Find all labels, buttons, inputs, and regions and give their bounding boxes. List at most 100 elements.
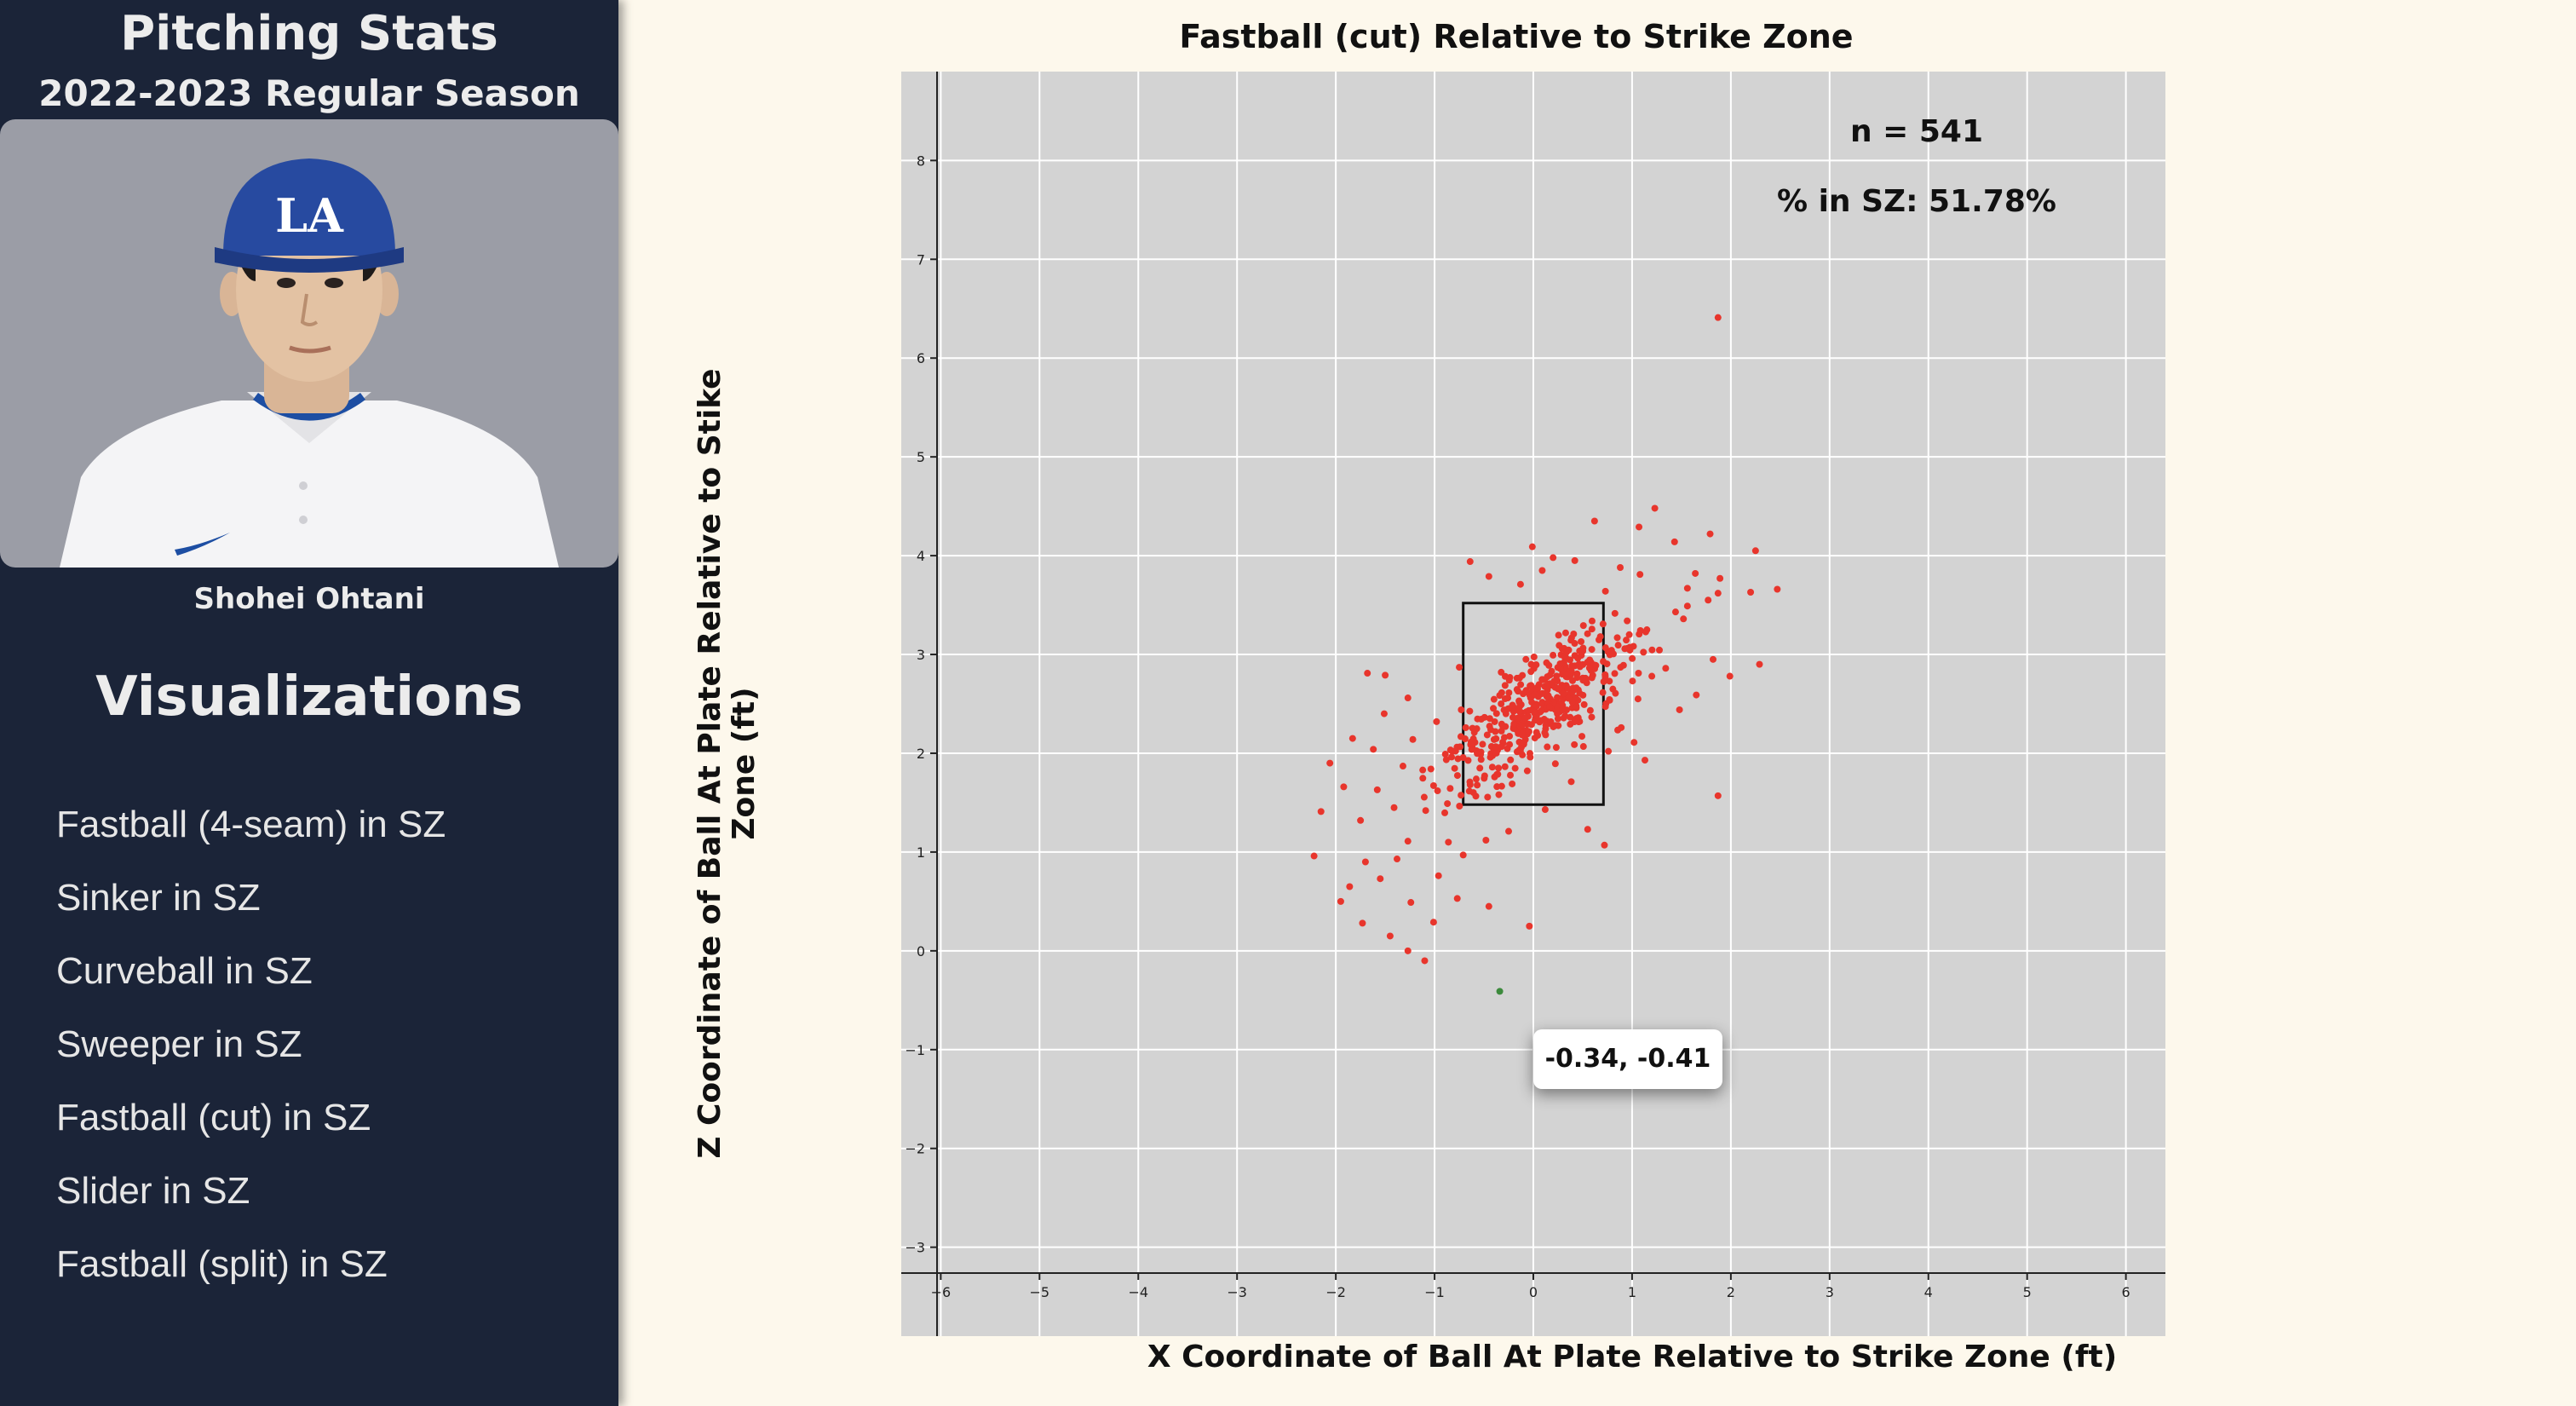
pitch-point[interactable]: [1399, 763, 1406, 770]
pitch-point[interactable]: [1559, 706, 1567, 714]
pitch-point[interactable]: [1442, 756, 1450, 764]
pitch-point[interactable]: [1511, 764, 1519, 772]
pitch-point[interactable]: [1636, 571, 1644, 579]
pitch-point[interactable]: [1514, 714, 1521, 722]
hovered-point[interactable]: [1496, 988, 1504, 995]
pitch-point[interactable]: [1483, 731, 1491, 739]
pitch-point[interactable]: [1579, 743, 1587, 751]
pitch-point[interactable]: [1507, 756, 1515, 764]
pitch-point[interactable]: [1629, 677, 1636, 685]
pitch-point[interactable]: [1706, 530, 1714, 538]
pitch-point[interactable]: [1568, 699, 1576, 706]
pitch-point[interactable]: [1567, 713, 1574, 721]
pitch-point[interactable]: [1346, 883, 1354, 890]
pitch-point[interactable]: [1554, 664, 1561, 671]
pitch-point[interactable]: [1588, 646, 1596, 654]
pitch-point[interactable]: [1525, 728, 1532, 735]
pitch-point[interactable]: [1419, 766, 1427, 774]
pitch-point[interactable]: [1506, 740, 1514, 748]
pitch-point[interactable]: [1458, 792, 1465, 799]
pitch-point[interactable]: [1614, 642, 1622, 649]
pitch-point[interactable]: [1498, 722, 1506, 729]
pitch-point[interactable]: [1453, 772, 1461, 780]
pitch-point[interactable]: [1571, 640, 1578, 648]
pitch-point[interactable]: [1427, 765, 1435, 773]
pitch-point[interactable]: [1513, 674, 1521, 682]
pitch-point[interactable]: [1579, 622, 1587, 630]
pitch-point[interactable]: [1458, 706, 1465, 713]
pitch-point[interactable]: [1601, 841, 1608, 849]
pitch-point[interactable]: [1498, 782, 1505, 790]
pitch-point[interactable]: [1585, 664, 1593, 671]
pitch-point[interactable]: [1348, 735, 1356, 742]
pitch-point[interactable]: [1555, 684, 1563, 692]
pitch-point[interactable]: [1607, 647, 1615, 654]
pitch-point[interactable]: [1519, 721, 1527, 729]
pitch-point[interactable]: [1459, 851, 1467, 859]
pitch-point[interactable]: [1710, 655, 1717, 663]
pitch-point[interactable]: [1488, 764, 1496, 771]
pitch-point[interactable]: [1394, 856, 1401, 863]
pitch-point[interactable]: [1531, 661, 1538, 669]
pitch-point[interactable]: [1553, 706, 1561, 713]
viz-item-fastball-split[interactable]: Fastball (split) in SZ: [56, 1243, 388, 1285]
pitch-point[interactable]: [1539, 676, 1547, 683]
pitch-point[interactable]: [1676, 706, 1683, 713]
pitch-point[interactable]: [1582, 676, 1590, 683]
pitch-point[interactable]: [1538, 567, 1546, 574]
pitch-point[interactable]: [1498, 743, 1505, 751]
pitch-point[interactable]: [1429, 781, 1437, 789]
pitch-point[interactable]: [1448, 753, 1456, 761]
pitch-point[interactable]: [1404, 947, 1412, 954]
pitch-point[interactable]: [1614, 726, 1622, 734]
pitch-point[interactable]: [1550, 651, 1557, 659]
pitch-point[interactable]: [1551, 760, 1559, 768]
pitch-point[interactable]: [1588, 625, 1596, 633]
pitch-point[interactable]: [1527, 753, 1534, 761]
pitch-point[interactable]: [1492, 749, 1500, 757]
pitch-point[interactable]: [1517, 681, 1525, 689]
pitch-point[interactable]: [1422, 807, 1429, 815]
pitch-point[interactable]: [1520, 690, 1527, 698]
pitch-point[interactable]: [1370, 746, 1377, 753]
pitch-point[interactable]: [1600, 658, 1607, 666]
pitch-point[interactable]: [1541, 806, 1549, 814]
pitch-point[interactable]: [1454, 755, 1462, 763]
pitch-point[interactable]: [1495, 764, 1503, 772]
pitch-point[interactable]: [1683, 602, 1691, 610]
pitch-point[interactable]: [1560, 670, 1567, 677]
pitch-point[interactable]: [1466, 707, 1474, 715]
pitch-point[interactable]: [1670, 538, 1678, 545]
pitch-point[interactable]: [1466, 778, 1474, 786]
pitch-point[interactable]: [1532, 729, 1540, 736]
pitch-point[interactable]: [1492, 743, 1499, 751]
pitch-point[interactable]: [1623, 637, 1630, 644]
pitch-point[interactable]: [1567, 670, 1574, 677]
pitch-point[interactable]: [1544, 743, 1551, 751]
pitch-point[interactable]: [1494, 770, 1502, 778]
pitch-point[interactable]: [1340, 783, 1348, 791]
pitch-point[interactable]: [1565, 646, 1573, 654]
pitch-point[interactable]: [1570, 630, 1578, 637]
pitch-point[interactable]: [1479, 740, 1486, 748]
pitch-point[interactable]: [1578, 637, 1585, 645]
pitch-point[interactable]: [1617, 564, 1624, 572]
pitch-point[interactable]: [1485, 902, 1492, 910]
pitch-point[interactable]: [1515, 707, 1523, 715]
viz-item-sinker[interactable]: Sinker in SZ: [56, 877, 261, 919]
pitch-point[interactable]: [1520, 739, 1527, 746]
pitch-point[interactable]: [1359, 919, 1366, 927]
pitch-point[interactable]: [1504, 694, 1512, 702]
pitch-point[interactable]: [1601, 644, 1609, 652]
pitch-point[interactable]: [1444, 800, 1452, 808]
pitch-point[interactable]: [1456, 802, 1463, 810]
pitch-point[interactable]: [1453, 895, 1461, 902]
pitch-point[interactable]: [1547, 717, 1555, 725]
pitch-point[interactable]: [1528, 699, 1536, 706]
pitch-point[interactable]: [1601, 587, 1609, 595]
pitch-point[interactable]: [1527, 668, 1535, 676]
pitch-point[interactable]: [1642, 757, 1649, 764]
pitch-point[interactable]: [1404, 694, 1412, 702]
pitch-point[interactable]: [1634, 695, 1642, 703]
viz-item-fastball-4seam[interactable]: Fastball (4-seam) in SZ: [56, 804, 446, 845]
